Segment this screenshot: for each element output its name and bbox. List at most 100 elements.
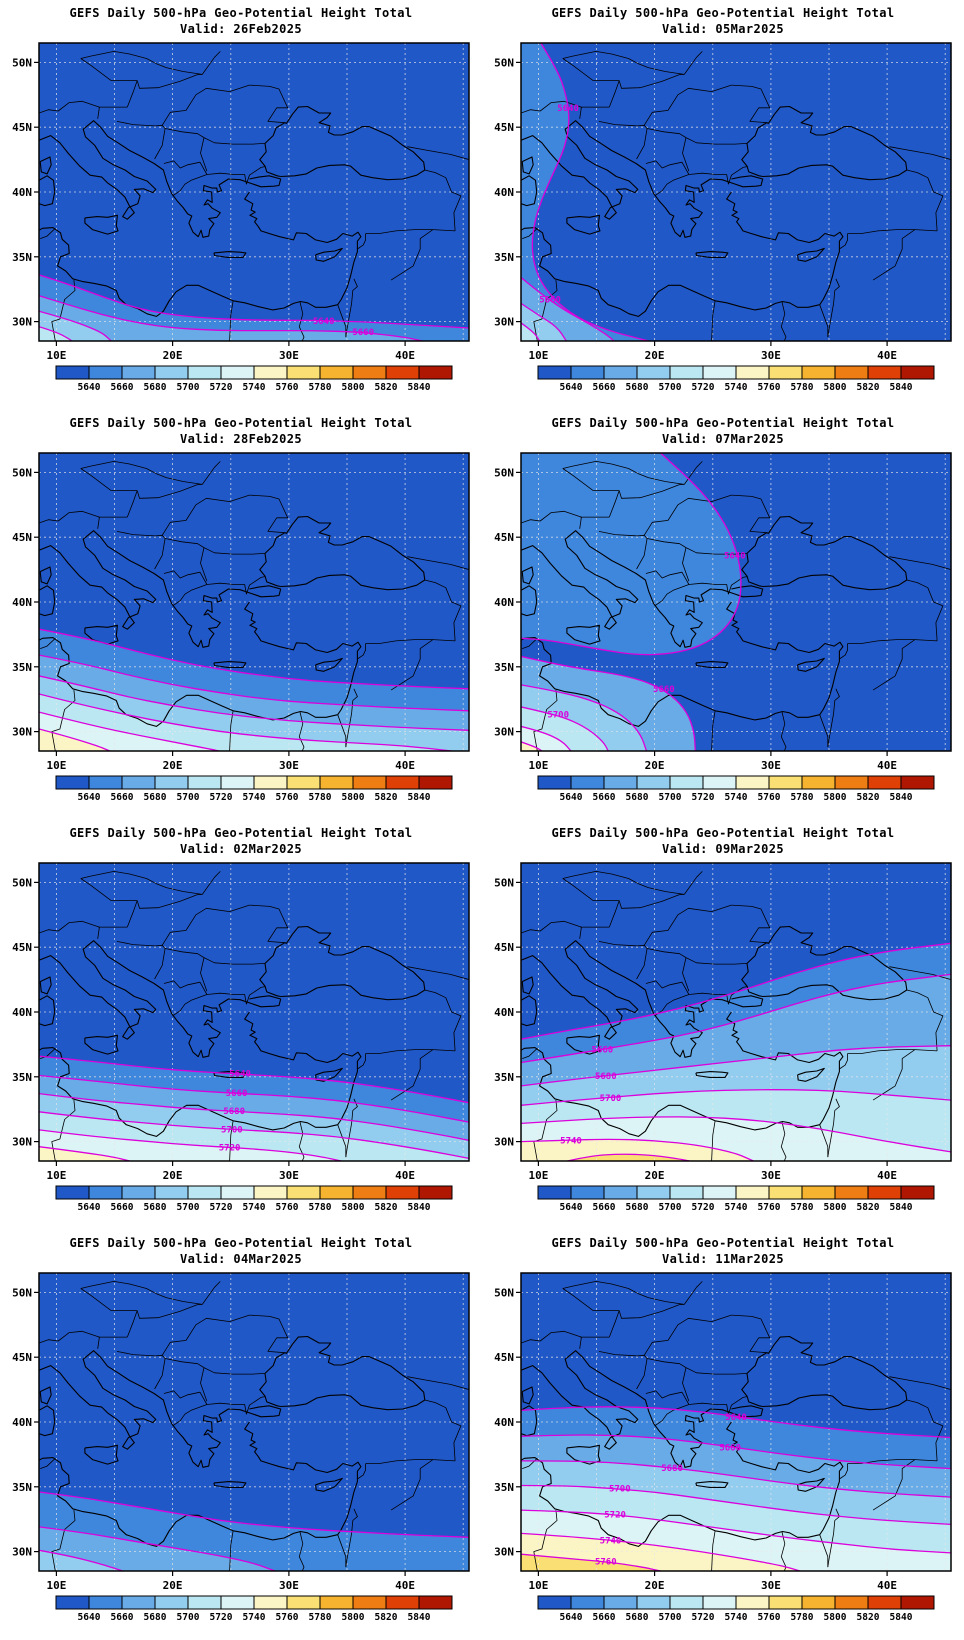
colorbar-segment (319, 1185, 354, 1200)
colorbar-segment (834, 1185, 869, 1200)
lon-tick-label: 30E (761, 1579, 781, 1592)
colorbar-tick-label: 5700 (659, 1612, 682, 1623)
colorbar-segment (220, 1185, 255, 1200)
colorbar-segment (253, 775, 288, 790)
colorbar-tick-label: 5640 (560, 792, 583, 803)
colorbar-segment (55, 365, 90, 380)
colorbar-tick-label: 5640 (560, 1612, 583, 1623)
colorbar-segment (702, 1595, 737, 1610)
colorbar-segment (352, 775, 387, 790)
colorbar-tick-label: 5660 (593, 792, 616, 803)
panel-title: GEFS Daily 500-hPa Geo-Potential Height … (551, 416, 895, 430)
contour-label-5640: 5640 (725, 1413, 747, 1423)
lat-tick-label: 35N (494, 661, 514, 674)
colorbar-tick-label: 5720 (692, 1612, 715, 1623)
colorbar-tick-label: 5680 (144, 1202, 167, 1213)
contour-label-5680: 5680 (223, 1107, 245, 1117)
colorbar-tick-label: 5780 (791, 1612, 814, 1623)
contour-line-5660 (39, 295, 423, 342)
colorbar-segment (867, 365, 902, 380)
colorbar-tick-label: 5760 (276, 382, 299, 393)
contour-line-5640 (521, 453, 742, 656)
map-body (39, 1273, 469, 1572)
axis-labels: 50N 45N 40N 35N 30N 10E 20E 30E 40E (494, 1287, 897, 1593)
colorbar-segment (735, 365, 770, 380)
colorbar-tick-label: 5740 (725, 1612, 748, 1623)
colorbar-segment (867, 1595, 902, 1610)
contour-label-5660: 5660 (226, 1089, 248, 1099)
axis-labels: 50N 45N 40N 35N 30N 10E 20E 30E 40E (12, 57, 415, 363)
colorbar-tick-label: 5820 (375, 1612, 398, 1623)
colorbar-segment (253, 1595, 288, 1610)
colorbar-segment (702, 1185, 737, 1200)
contour-line-5700 (39, 1111, 469, 1160)
panel-valid-date: Valid: 28Feb2025 (180, 431, 302, 446)
contour-lines (521, 453, 742, 752)
colorbar-segment (154, 1595, 189, 1610)
colorbar-tick-label: 5760 (276, 1202, 299, 1213)
colorbar-segment (286, 775, 321, 790)
contour-lines (521, 43, 649, 342)
contour-fills (521, 453, 741, 752)
contour-fill-5760 (521, 1554, 661, 1572)
lat-tick-label: 45N (12, 531, 32, 544)
contour-label-5700: 5700 (600, 1094, 622, 1104)
colorbar-segment (636, 1595, 671, 1610)
colorbar-tick-label: 5700 (177, 1202, 200, 1213)
map-body: 5640 5660 (39, 43, 469, 342)
contour-line-5760 (521, 1553, 661, 1572)
colorbar-tick-label: 5780 (791, 1202, 814, 1213)
lat-tick-label: 35N (12, 661, 32, 674)
contour-line-5680 (521, 1460, 951, 1498)
colorbar-segment (537, 365, 572, 380)
lon-tick-label: 40E (877, 1169, 897, 1182)
contour-label-5740: 5740 (600, 1537, 622, 1547)
colorbar-tick-label: 5700 (659, 1202, 682, 1213)
colorbar-segment (286, 1185, 321, 1200)
map-panel-8: GEFS Daily 500-hPa Geo-Potential Height … (482, 1230, 964, 1640)
colorbar-tick-label: 5800 (342, 792, 365, 803)
contour-label-5700: 5700 (609, 1485, 631, 1495)
lon-tick-label: 30E (761, 759, 781, 772)
colorbar-tick-label: 5700 (659, 382, 682, 393)
map-panel-7: GEFS Daily 500-hPa Geo-Potential Height … (0, 1230, 482, 1640)
contour-label-5720: 5720 (219, 1144, 241, 1154)
lon-tick-label: 20E (645, 349, 665, 362)
colorbar-segment (154, 365, 189, 380)
colorbar-tick-label: 5680 (626, 1612, 649, 1623)
contour-line-5700 (521, 322, 541, 342)
contour-line-5640 (521, 942, 951, 1041)
map-chart: 5640 5660 50N 45N 40N 35N 30N 10E 20E 30E 40E (494, 42, 952, 362)
colorbar-segment (319, 775, 354, 790)
contour-line-5680 (39, 1093, 469, 1142)
colorbar-segment (768, 1595, 803, 1610)
map-body: 5640 5660 (521, 43, 951, 342)
colorbar-segment (636, 365, 671, 380)
panel-title: GEFS Daily 500-hPa Geo-Potential Height … (69, 1236, 413, 1250)
map-body: 5640 5660 5680 5700 5720 (39, 863, 469, 1162)
grid-lines (39, 43, 469, 342)
colorbar: 5640 5660 5680 5700 5720 5740 5760 5780 5800 5820… (55, 775, 453, 803)
colorbar-segment (253, 1185, 288, 1200)
colorbar-segment (735, 1595, 770, 1610)
colorbar-tick-label: 5840 (890, 382, 913, 393)
colorbar-segment (801, 1185, 836, 1200)
contour-fill-5700 (39, 326, 72, 342)
contour-fill-5640 (521, 453, 741, 655)
colorbar-segment (669, 1595, 704, 1610)
panel-title: GEFS Daily 500-hPa Geo-Potential Height … (69, 826, 413, 840)
lat-tick-label: 30N (494, 1136, 514, 1149)
contour-line-5680 (39, 1549, 123, 1572)
panel-title: GEFS Daily 500-hPa Geo-Potential Height … (551, 1236, 895, 1250)
colorbar-segment (385, 365, 420, 380)
colorbar-tick-label: 5780 (309, 1202, 332, 1213)
contour-line-5660 (521, 973, 951, 1064)
colorbar-segment (900, 1595, 935, 1610)
contour-labels: 5660 5680 5700 5740 (560, 1046, 621, 1147)
colorbar-tick-label: 5740 (243, 1612, 266, 1623)
colorbar-tick-label: 5700 (659, 792, 682, 803)
contour-fill-5700 (521, 323, 540, 342)
contour-labels: 5640 5660 5680 5700 5720 (219, 1070, 251, 1154)
lat-tick-label: 40N (12, 1006, 32, 1019)
lat-tick-label: 45N (12, 121, 32, 134)
